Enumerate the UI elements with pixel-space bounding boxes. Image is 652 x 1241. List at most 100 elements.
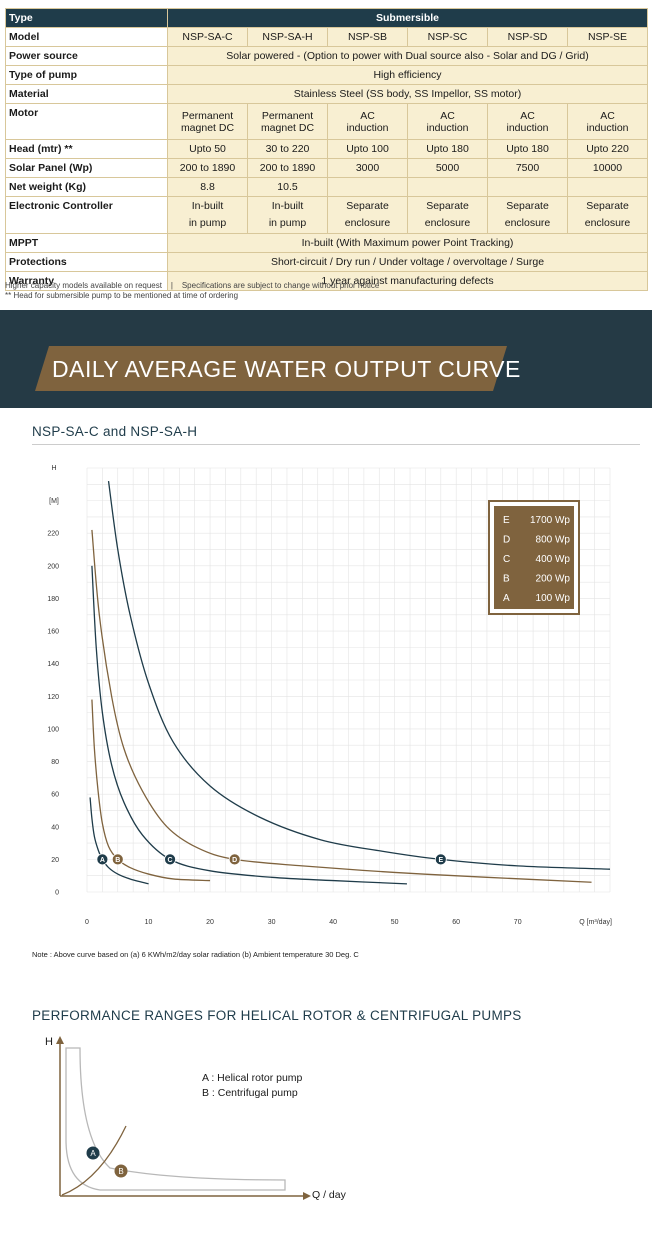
head-cell: Upto 180 xyxy=(487,139,568,159)
legend-helical: A : Helical rotor pump xyxy=(202,1072,303,1084)
y-tick-label: 40 xyxy=(51,824,59,831)
legend-letter: C xyxy=(503,554,510,565)
note-line-1: Higher capacity models available on requ… xyxy=(5,281,380,290)
weight-cell xyxy=(487,177,568,197)
type-value: Submersible xyxy=(167,8,648,28)
panel-row: Solar Panel (Wp) 200 to 1890 200 to 1890… xyxy=(5,158,648,178)
motor-line: AC xyxy=(520,109,535,122)
motor-cell: AC induction xyxy=(567,103,648,140)
chart-title: NSP-SA-C and NSP-SA-H xyxy=(32,424,198,439)
pump-type-row: Type of pump High efficiency xyxy=(5,65,648,85)
x-tick-label: 70 xyxy=(514,919,522,926)
x-tick-label: 60 xyxy=(452,919,460,926)
marker-b xyxy=(114,1164,128,1178)
type-row: Type Submersible xyxy=(5,8,648,28)
controller-line: enclosure xyxy=(504,217,551,229)
controller-line: Separate xyxy=(346,200,389,212)
x-tick-label: 30 xyxy=(268,919,276,926)
helical-rotor-region xyxy=(65,1047,286,1191)
y-axis-unit: [M] xyxy=(49,498,59,505)
weight-cell xyxy=(407,177,488,197)
model-label: Model xyxy=(5,27,168,47)
head-cell: Upto 220 xyxy=(567,139,648,159)
motor-cell: AC induction xyxy=(327,103,408,140)
y-tick-label: 60 xyxy=(51,792,59,799)
protections-label: Protections xyxy=(5,252,168,272)
controller-line: enclosure xyxy=(424,217,471,229)
panel-cell: 10000 xyxy=(567,158,648,178)
y-tick-label: 180 xyxy=(47,596,59,603)
controller-line: enclosure xyxy=(584,217,631,229)
banner-title: DAILY AVERAGE WATER OUTPUT CURVE xyxy=(52,356,521,382)
x-tick-label: 10 xyxy=(145,919,153,926)
head-cell: 30 to 220 xyxy=(247,139,328,159)
model-cell: NSP-SB xyxy=(327,27,408,47)
legend-value: 100 Wp xyxy=(536,593,571,604)
series-marker-e xyxy=(434,853,447,866)
x-axis-arrow xyxy=(303,1192,311,1200)
marker-a xyxy=(86,1146,100,1160)
motor-line: AC xyxy=(440,109,455,122)
spec-table: Type Submersible Model NSP-SA-C NSP-SA-H… xyxy=(5,8,648,291)
marker-b-label: B xyxy=(118,1167,123,1176)
motor-line: induction xyxy=(346,121,389,134)
controller-line: In-built xyxy=(271,200,304,212)
series-marker-a xyxy=(96,853,109,866)
head-cell: Upto 180 xyxy=(407,139,488,159)
legend-letter: B xyxy=(503,574,510,585)
motor-line: magnet DC xyxy=(180,121,235,134)
panel-cell: 3000 xyxy=(327,158,408,178)
controller-cell: Separate enclosure xyxy=(567,196,648,234)
y-tick-label: 140 xyxy=(47,661,59,668)
series-marker-b xyxy=(111,853,124,866)
weight-row: Net weight (Kg) 8.8 10.5 xyxy=(5,177,648,197)
x-tick-label: 50 xyxy=(391,919,399,926)
controller-cell: Separate enclosure xyxy=(407,196,488,234)
motor-line: induction xyxy=(426,121,469,134)
pump-type-value: High efficiency xyxy=(167,65,648,85)
model-cell: NSP-SA-H xyxy=(247,27,328,47)
series-marker-c xyxy=(164,853,176,866)
y-tick-label: 160 xyxy=(47,629,59,636)
power-row: Power source Solar powered - (Option to … xyxy=(5,46,648,66)
y-axis-label: H xyxy=(51,465,56,472)
controller-cell: In-built in pump xyxy=(247,196,328,234)
weight-cell xyxy=(327,177,408,197)
controller-cell: Separate enclosure xyxy=(487,196,568,234)
y-tick-label: 100 xyxy=(47,726,59,733)
warranty-value: 1 year against manufacturing defects xyxy=(167,271,648,291)
motor-row: Motor Permanent magnet DC Permanent magnet… xyxy=(5,103,648,140)
panel-cell: 200 to 1890 xyxy=(167,158,248,178)
material-row: Material Stainless Steel (SS body, SS Im… xyxy=(5,84,648,104)
panel-label: Solar Panel (Wp) xyxy=(5,158,168,178)
note-line-2: ** Head for submersible pump to be menti… xyxy=(5,291,239,300)
series-marker-label: C xyxy=(168,857,173,864)
banner-ribbon xyxy=(35,346,507,391)
performance-title: PERFORMANCE RANGES FOR HELICAL ROTOR & C… xyxy=(32,1008,522,1023)
power-value: Solar powered - (Option to power with Du… xyxy=(167,46,648,66)
title-divider xyxy=(32,444,640,445)
controller-line: Separate xyxy=(426,200,469,212)
panel-cell: 200 to 1890 xyxy=(247,158,328,178)
motor-line: Permanent xyxy=(261,109,314,122)
motor-line: induction xyxy=(586,121,629,134)
perf-y-label: H xyxy=(45,1036,53,1048)
legend-value: 400 Wp xyxy=(536,554,571,565)
x-tick-label: 0 xyxy=(85,919,89,926)
material-value: Stainless Steel (SS body, SS Impellor, S… xyxy=(167,84,648,104)
series-line-c xyxy=(91,565,407,885)
motor-line: magnet DC xyxy=(260,121,315,134)
legend-box xyxy=(494,506,574,609)
mppt-value: In-built (With Maximum power Point Track… xyxy=(167,233,648,253)
head-label: Head (mtr) ** xyxy=(5,139,168,159)
mppt-row: MPPT In-built (With Maximum power Point … xyxy=(5,233,648,253)
protections-value: Short-circuit / Dry run / Under voltage … xyxy=(167,252,648,272)
panel-cell: 7500 xyxy=(487,158,568,178)
head-cell: Upto 50 xyxy=(167,139,248,159)
controller-label: Electronic Controller xyxy=(5,196,168,234)
series-marker-label: D xyxy=(232,857,237,864)
y-tick-label: 200 xyxy=(47,563,59,570)
legend-value: 200 Wp xyxy=(536,574,571,585)
controller-line: In-built xyxy=(191,200,224,212)
